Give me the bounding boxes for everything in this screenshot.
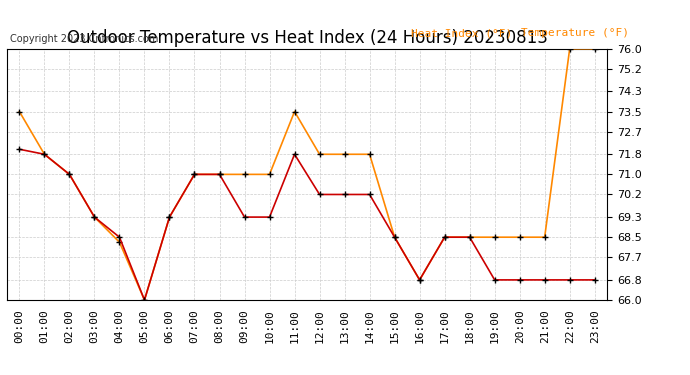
Text: Copyright 2023 Cntronics.com: Copyright 2023 Cntronics.com <box>10 34 159 44</box>
Title: Outdoor Temperature vs Heat Index (24 Hours) 20230813: Outdoor Temperature vs Heat Index (24 Ho… <box>67 29 547 47</box>
Text: Heat Index (°F): Heat Index (°F) <box>411 28 512 38</box>
Text: Temperature (°F): Temperature (°F) <box>521 28 629 38</box>
